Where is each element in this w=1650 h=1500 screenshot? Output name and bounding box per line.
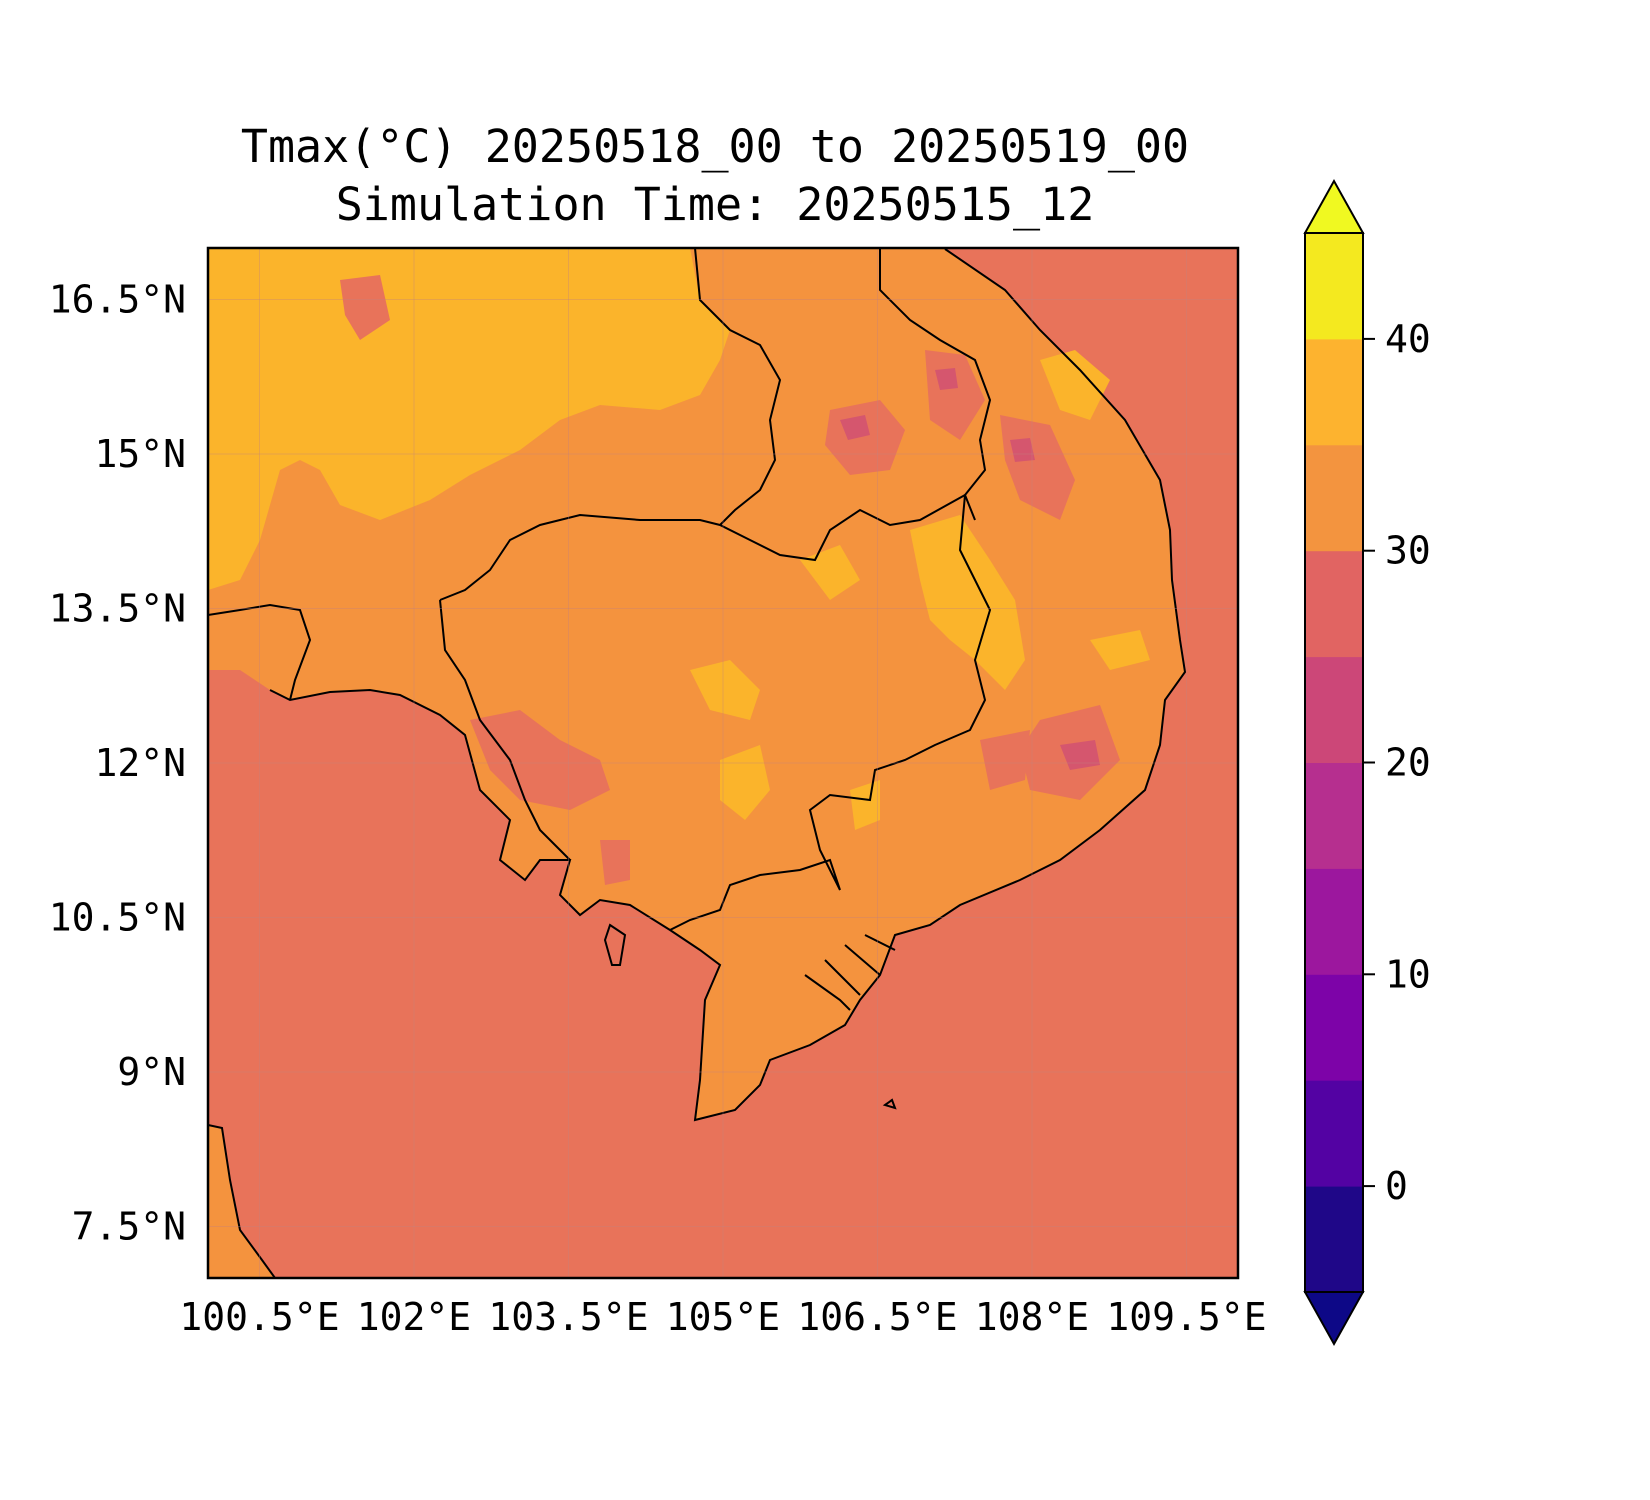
colorbar-tick-label: 40: [1385, 317, 1431, 361]
mekong-delta-channels: [804, 934, 896, 1011]
colorbar-segment: [1305, 444, 1363, 552]
x-tick-label: 100.5°E: [179, 1295, 339, 1339]
coolest-spots: [840, 368, 1100, 770]
y-tick-label: 16.5°N: [49, 278, 186, 322]
y-tick-label: 13.5°N: [49, 587, 186, 631]
border-cambodia-vietnam: [669, 494, 992, 931]
colorbar-segment: [1305, 338, 1363, 446]
y-tick-label: 7.5°N: [72, 1205, 186, 1249]
border-laos-thailand: [694, 248, 782, 526]
colorbar: 0 10 20 30 40: [1303, 178, 1431, 1347]
colorbar-tick-label: 30: [1385, 529, 1431, 573]
border-laos-vietnam: [879, 248, 992, 521]
x-tick-label: 102°E: [357, 1295, 471, 1339]
colorbar-segment: [1305, 868, 1363, 975]
colorbar-extend-low: [1303, 1291, 1365, 1347]
x-axis-ticks: 100.5°E 102°E 103.5°E 105°E 106.5°E 108°E 109.…: [179, 1295, 1266, 1339]
y-tick-label: 12°N: [94, 741, 186, 785]
colorbar-segment: [1305, 656, 1363, 763]
map-area: [208, 248, 1238, 1278]
colorbar-tick-label: 0: [1385, 1164, 1408, 1208]
y-tick-label: 10.5°N: [49, 896, 186, 940]
map-frame: [206, 246, 1240, 1280]
colorbar-tick-label: 10: [1385, 952, 1431, 996]
y-tick-label: 15°N: [94, 432, 186, 476]
x-tick-label: 103.5°E: [488, 1295, 648, 1339]
island-condao: [882, 1098, 897, 1110]
colorbar-segment: [1305, 550, 1363, 658]
y-axis-ticks: 16.5°N 15°N 13.5°N 12°N 10.5°N 9°N 7.5°N: [49, 278, 186, 1249]
map-subtitle: Simulation Time: 20250515_12: [335, 178, 1095, 231]
coastline: [269, 248, 1187, 1122]
graticule: [208, 248, 1238, 1278]
colorbar-tick-label: 20: [1385, 741, 1431, 785]
border-thailand-west: [208, 603, 312, 701]
colorbar-segment: [1305, 974, 1363, 1081]
x-tick-label: 109.5°E: [1106, 1295, 1266, 1339]
colorbar-segment: [1305, 762, 1363, 869]
colorbar-segment: [1305, 233, 1363, 340]
very-hot-regions: [208, 248, 1150, 830]
colorbar-segment: [1305, 1080, 1363, 1187]
map-title: Tmax(°C) 20250518_00 to 20250519_00: [240, 120, 1190, 173]
colorbar-segment: [1305, 1186, 1363, 1293]
coastlines-and-borders: [208, 248, 1187, 1278]
x-tick-label: 106.5°E: [797, 1295, 957, 1339]
coastline-malay: [208, 1124, 276, 1278]
x-tick-label: 105°E: [666, 1295, 780, 1339]
island-phuquoc: [603, 923, 627, 966]
border-cambodia-north: [439, 494, 966, 601]
x-tick-label: 108°E: [975, 1295, 1089, 1339]
land-peninsula-fill: [208, 1125, 275, 1278]
colorbar-extend-high: [1303, 178, 1365, 234]
y-tick-label: 9°N: [117, 1050, 186, 1094]
border-thailand-cambodia: [439, 599, 571, 861]
